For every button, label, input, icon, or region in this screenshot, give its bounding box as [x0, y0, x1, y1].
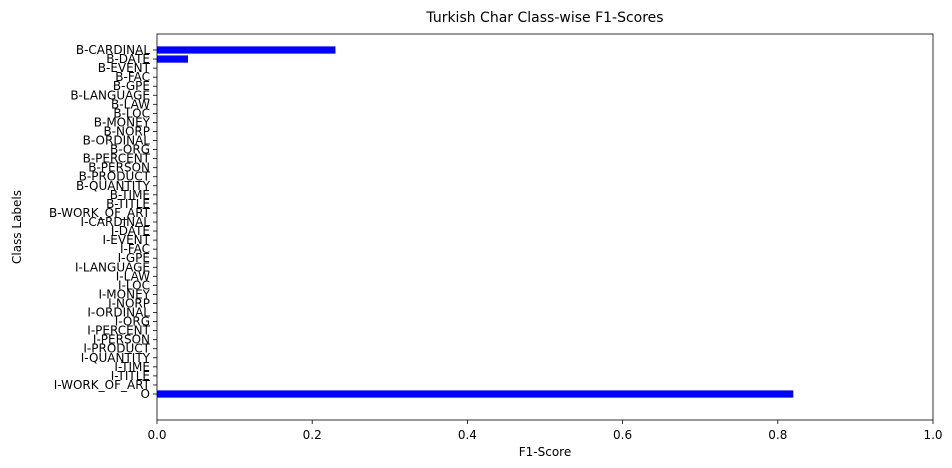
plot-frame: [156, 33, 934, 421]
chart-title: Turkish Char Class-wise F1-Scores: [425, 10, 663, 26]
y-tick-label: B-PERCENT: [83, 152, 151, 166]
y-axis: B-CARDINALB-DATEB-EVENTB-FACB-GPEB-LANGU…: [49, 43, 157, 401]
y-tick-label: I-NORP: [108, 296, 150, 310]
y-tick-label: B-PERSON: [88, 161, 150, 175]
y-tick-label: I-PERCENT: [87, 324, 150, 338]
y-tick-label: B-ORG: [110, 143, 150, 157]
y-tick-label: B-NORP: [103, 124, 150, 138]
x-tick-label: 0.2: [303, 428, 322, 442]
y-tick-label: B-EVENT: [98, 61, 151, 75]
y-tick-label: I-TIME: [114, 360, 150, 374]
bar-b-cardinal: [157, 46, 336, 54]
y-tick-label: B-LAW: [111, 97, 150, 111]
x-axis-label: F1-Score: [519, 445, 571, 459]
y-tick-label: B-FAC: [115, 70, 150, 84]
y-tick-label: B-LOC: [113, 106, 150, 120]
x-axis: 0.0 0.2 0.4 0.6 0.8 1.0: [147, 420, 943, 442]
x-tick-label: 0.4: [458, 428, 477, 442]
y-tick-label: B-DATE: [106, 52, 150, 66]
y-tick-label: B-GPE: [113, 79, 150, 93]
y-tick-label: B-CARDINAL: [76, 43, 150, 57]
y-tick-label: I-DATE: [111, 224, 150, 238]
y-tick-label: I-FAC: [120, 242, 150, 256]
y-tick-label: B-MONEY: [94, 115, 151, 129]
y-tick-label: B-WORK_OF_ART: [49, 206, 151, 220]
y-tick-label: B-TIME: [110, 188, 150, 202]
y-tick-label: I-QUANTITY: [81, 351, 151, 365]
y-tick-label: B-ORDINAL: [83, 134, 151, 148]
y-tick-label: I-LAW: [116, 269, 150, 283]
y-axis-label: Class Labels: [10, 190, 24, 264]
y-tick-label: I-LOC: [118, 278, 150, 292]
y-tick-label: B-PRODUCT: [79, 170, 151, 184]
x-tick-label: 0.0: [147, 428, 166, 442]
x-tick-label: 1.0: [923, 428, 942, 442]
y-tick-label: I-GPE: [118, 251, 150, 265]
y-tick-label: B-QUANTITY: [76, 179, 151, 193]
y-tick-label: I-EVENT: [102, 233, 150, 247]
y-tick-label: I-LANGUAGE: [75, 260, 150, 274]
bar-o: [157, 390, 794, 398]
y-tick-label: O: [141, 387, 150, 401]
y-tick-label: I-ORDINAL: [87, 306, 150, 320]
y-tick-label: I-ORG: [115, 315, 150, 329]
y-tick-label: I-MONEY: [98, 287, 150, 301]
bars-group: [157, 46, 794, 398]
y-tick-label: B-LANGUAGE: [70, 88, 150, 102]
bar-b-date: [157, 55, 189, 63]
y-tick-label: B-TITLE: [106, 197, 150, 211]
y-tick-label: I-CARDINAL: [81, 215, 151, 229]
y-tick-label: I-PRODUCT: [83, 342, 150, 356]
x-tick-label: 0.6: [613, 428, 632, 442]
x-tick-label: 0.8: [768, 428, 787, 442]
y-tick-label: I-TITLE: [111, 369, 150, 383]
y-tick-label: I-PERSON: [93, 333, 150, 347]
y-tick-label: I-WORK_OF_ART: [54, 378, 151, 392]
